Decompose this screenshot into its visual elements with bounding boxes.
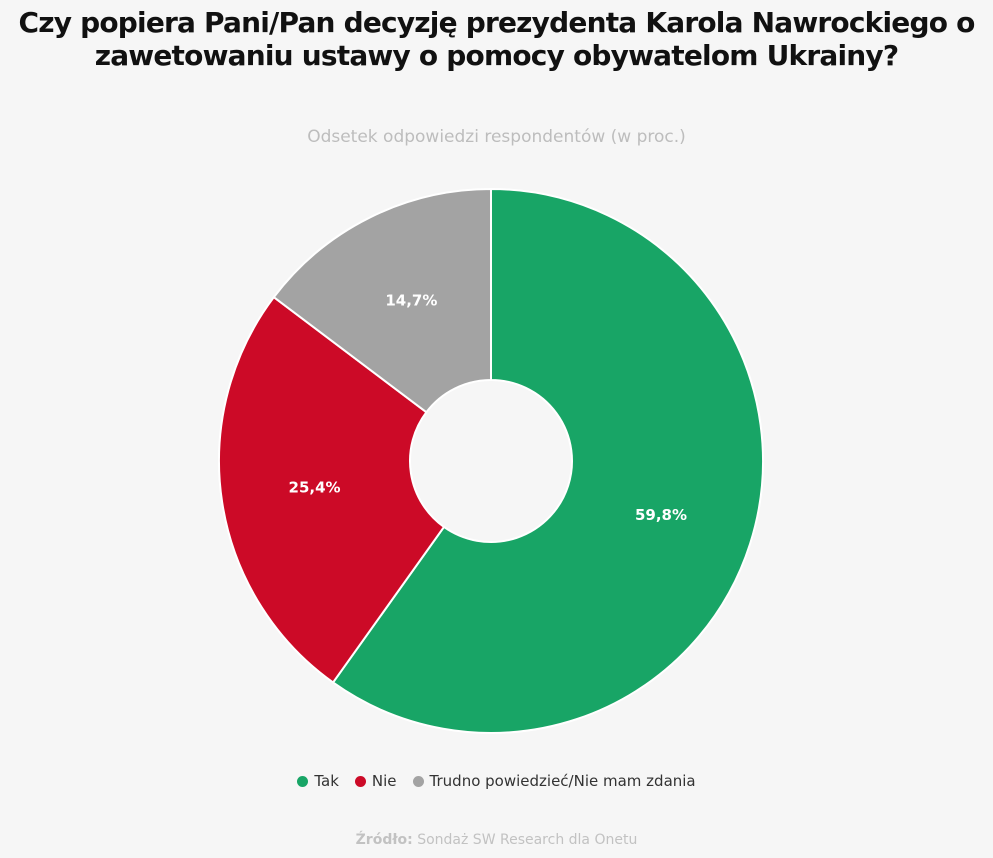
chart-subtitle: Odsetek odpowiedzi respondentów (w proc.…: [307, 127, 686, 147]
slice-label-trudno: 14,7%: [385, 292, 437, 310]
slice-tak[interactable]: [331, 187, 764, 734]
legend-label-tak: Tak: [314, 772, 339, 790]
legend-label-trudno: Trudno powiedzieć/Nie mam zdania: [429, 772, 696, 790]
legend-item-tak[interactable]: Tak: [297, 772, 339, 790]
legend-item-trudno[interactable]: Trudno powiedzieć/Nie mam zdania: [412, 772, 696, 790]
slice-label-tak: 59,8%: [635, 506, 687, 524]
legend-item-nie[interactable]: Nie: [354, 772, 397, 790]
chart-title: Czy popiera Pani/Pan decyzję prezydenta …: [18, 6, 975, 72]
legend-marker-nie: [354, 775, 366, 787]
source-prefix: Źródło:: [355, 832, 413, 848]
source-text: Sondaż SW Research dla Onetu: [412, 832, 638, 848]
slice-trudno[interactable]: [272, 187, 492, 414]
legend: Tak Nie Trudno powiedzieć/Nie mam zdania: [0, 772, 993, 790]
slice-label-nie: 25,4%: [289, 479, 341, 497]
legend-label-nie: Nie: [371, 772, 397, 790]
source-note: Źródło: Sondaż SW Research dla Onetu: [0, 832, 993, 848]
slice-nie[interactable]: [218, 295, 446, 684]
legend-marker-tak: [297, 775, 309, 787]
legend-marker-trudno: [412, 775, 424, 787]
